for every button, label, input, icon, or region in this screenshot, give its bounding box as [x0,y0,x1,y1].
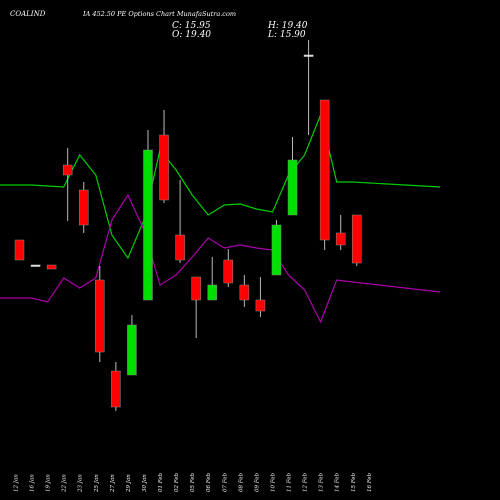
candle [319,99,330,250]
candle-body [127,324,137,376]
x-tick-label: 16 Jan [30,474,36,492]
candle-body [159,134,169,201]
candle-body [143,149,153,301]
price-line [0,113,441,260]
candle-body [287,159,298,216]
candle-body [271,224,282,276]
candle-body [14,239,25,261]
candle [239,275,250,307]
x-tick-label: 12 Feb [303,472,309,492]
x-tick-label: 23 Jan [78,474,84,493]
candle [111,362,121,411]
candle [78,182,89,233]
x-tick-label: 13 Feb [319,472,325,492]
x-tick-label: 25 Jan [94,474,100,493]
candle-body [239,284,250,301]
candle [303,40,314,135]
candle [287,137,298,216]
candle [159,110,169,203]
candle-body [303,54,314,57]
open-interest-line [0,193,441,324]
candle [46,264,57,270]
candle [335,215,346,250]
candle-body [175,234,185,261]
x-tick-label: 09 Feb [254,472,260,492]
candle [143,130,153,301]
candle-body [223,259,234,284]
candle [255,277,266,317]
x-tick-label: 29 Jan [126,474,132,493]
candle-body [46,264,57,270]
ohlc-high: H: 19.40 [267,21,308,31]
x-tick-label: 05 Feb [190,472,196,492]
candle [271,220,282,276]
candle-body [62,164,73,176]
ohlc-low: L: 15.90 [267,30,306,40]
candle-body [95,279,105,353]
chart-subtitle: IA 452.50 PE Options Chart MunafaSutra.c… [82,10,236,18]
ohlc-close: C: 15.95 [172,21,211,31]
x-tick-label: 02 Feb [174,472,180,492]
x-tick-label: 22 Jan [62,474,68,493]
x-tick-label: 10 Feb [270,472,276,492]
candle [352,214,362,266]
candle [95,266,105,362]
candle [175,180,185,263]
candle [127,315,137,376]
chart-symbol: COALIND [10,10,46,18]
x-tick-label: 16 Feb [367,472,373,492]
candle [207,257,217,301]
candle [191,276,201,338]
candle [14,239,25,261]
x-tick-label: 19 Jan [46,474,52,492]
x-tick-label: 14 Feb [335,472,341,492]
x-tick-label: 12 Jan [14,474,20,492]
candle-body [191,276,201,301]
candle-body [352,214,362,264]
candle-body [255,299,266,312]
x-tick-label: 11 Feb [287,472,293,492]
x-tick-label: 06 Feb [206,472,212,492]
x-tick-label: 30 Jan [142,474,148,492]
candle [62,148,73,221]
candle-body [30,264,41,267]
candle [223,249,234,287]
candle-body [111,370,121,408]
x-tick-label: 08 Feb [238,472,244,492]
candle-body [207,284,217,301]
candle [30,264,41,267]
candle-body [319,99,330,241]
ohlc-open: O: 19.40 [172,30,211,40]
x-tick-label: 07 Feb [222,472,228,492]
x-tick-label: 15 Feb [351,472,357,492]
x-tick-label: 27 Jan [110,474,116,493]
candle-body [78,189,89,226]
x-tick-label: 01 Feb [158,472,164,492]
candle-body [335,232,346,246]
